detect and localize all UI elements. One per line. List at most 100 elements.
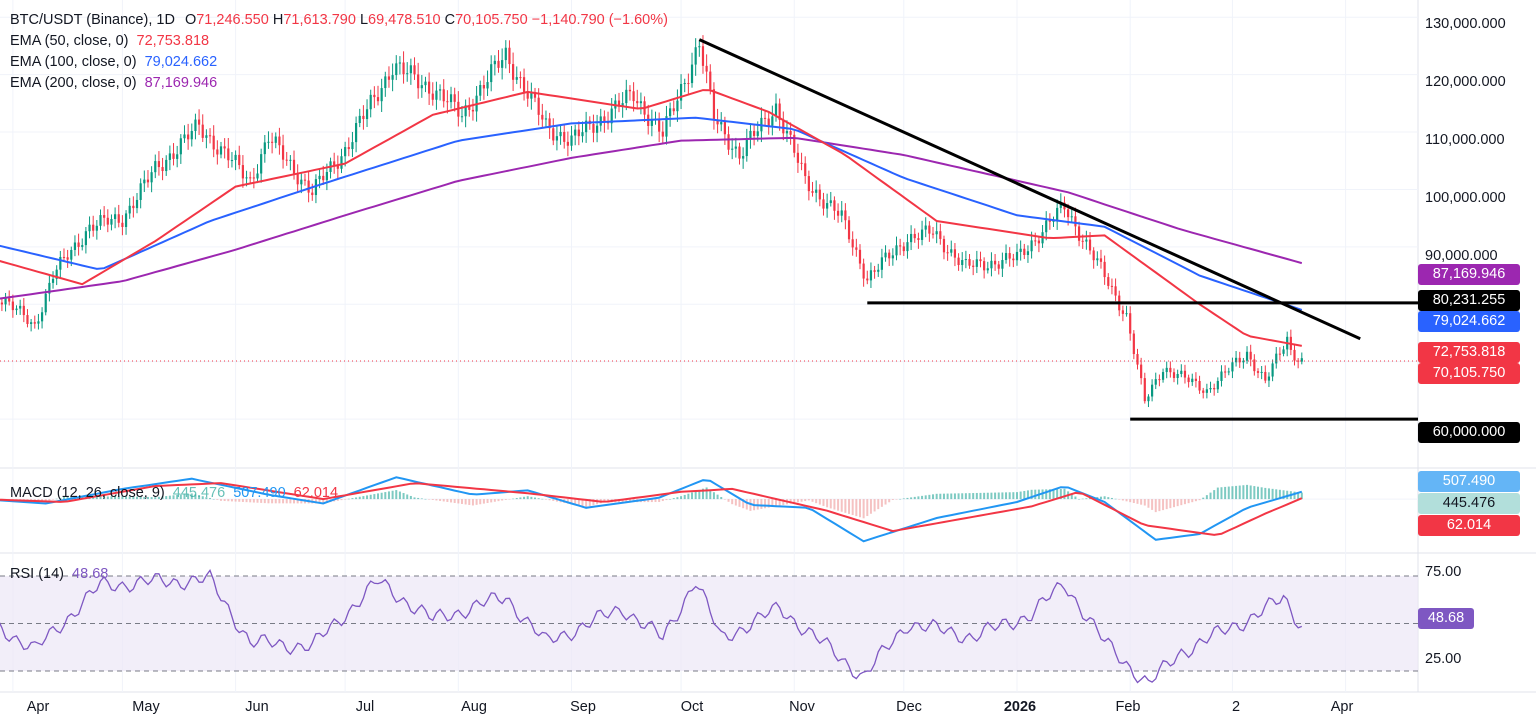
- macd-histogram-bar: [552, 499, 555, 501]
- macd-histogram-bar: [804, 499, 807, 502]
- candle-body: [59, 256, 62, 270]
- candle-body: [271, 141, 274, 143]
- candle-body: [723, 122, 726, 135]
- macd-histogram-bar: [1059, 488, 1062, 500]
- candle-body: [391, 75, 394, 80]
- macd-histogram-bar: [1224, 486, 1227, 500]
- ema50-legend[interactable]: EMA (50, close, 0) 72,753.818: [10, 31, 209, 52]
- macd-legend[interactable]: MACD (12, 26, close, 9) 445.476 507.490 …: [10, 483, 338, 504]
- candle-body: [194, 119, 197, 131]
- candle-body: [303, 179, 307, 181]
- macd-histogram-bar: [209, 498, 212, 500]
- macd-histogram-bar: [588, 499, 591, 507]
- candle: [533, 87, 537, 103]
- candle-body: [449, 94, 453, 103]
- candle-body: [1187, 377, 1190, 383]
- candle: [201, 114, 204, 143]
- candle-body: [983, 261, 986, 271]
- macd-histogram-bar: [48, 499, 51, 501]
- candle-body: [340, 156, 343, 169]
- candle-body: [351, 142, 354, 150]
- rsi-legend[interactable]: RSI (14) 48.68: [10, 564, 108, 585]
- candle-body: [669, 108, 672, 117]
- close-label: C: [444, 12, 456, 28]
- candle: [679, 74, 683, 110]
- candle: [384, 71, 387, 97]
- candle: [577, 121, 580, 146]
- candle: [563, 125, 566, 149]
- time-axis-label: 2: [1231, 699, 1241, 715]
- macd-histogram-bar: [103, 496, 106, 500]
- macd-histogram-bar: [731, 499, 734, 505]
- macd-histogram-bar: [694, 491, 697, 500]
- macd-histogram-bar: [1023, 490, 1026, 500]
- candle: [1202, 387, 1205, 399]
- candle-body: [866, 278, 869, 281]
- macd-histogram-value: 445.476: [172, 485, 226, 501]
- macd-histogram-bar: [1125, 499, 1128, 502]
- macd-histogram-bar: [829, 499, 832, 509]
- macd-histogram-bar: [223, 499, 226, 502]
- candle: [1253, 354, 1256, 376]
- macd-histogram-bar: [110, 496, 113, 500]
- candle-body: [234, 154, 237, 161]
- macd-histogram-bar: [219, 499, 222, 501]
- candle: [669, 102, 672, 127]
- candle-body: [106, 217, 109, 225]
- candle: [132, 196, 135, 218]
- macd-histogram-bar: [764, 499, 767, 509]
- candle: [968, 254, 971, 269]
- time-axis-label: Sep: [570, 699, 596, 715]
- candle-body: [1238, 357, 1241, 363]
- candle-body: [1275, 353, 1278, 364]
- macd-histogram-bar: [245, 499, 248, 503]
- candle-body: [442, 89, 445, 102]
- candle-body: [132, 205, 135, 209]
- macd-histogram-bar: [446, 499, 449, 502]
- candle: [869, 262, 873, 288]
- rsi-axis-upper: 75.00: [1425, 564, 1462, 580]
- macd-histogram-bar: [44, 499, 47, 502]
- candle: [906, 234, 909, 259]
- candle-body: [157, 161, 161, 168]
- candle-body: [406, 73, 409, 75]
- symbol-title[interactable]: BTC/USDT (Binance), 1D: [10, 12, 175, 28]
- candle-body: [354, 123, 358, 143]
- candle-body: [986, 268, 989, 271]
- macd-histogram-bar: [701, 488, 704, 500]
- candle-body: [424, 81, 427, 86]
- candle-body: [665, 116, 668, 137]
- candle: [1103, 255, 1106, 285]
- candle: [822, 192, 825, 216]
- ema200-legend[interactable]: EMA (200, close, 0) 87,169.946: [10, 73, 217, 94]
- candle-body: [1015, 251, 1019, 261]
- macd-histogram-bar: [497, 499, 500, 502]
- candle-body: [110, 219, 113, 225]
- macd-histogram-bar: [997, 492, 1000, 500]
- macd-histogram-bar: [541, 498, 544, 500]
- macd-histogram-bar: [1205, 495, 1208, 500]
- candle-body: [650, 120, 653, 126]
- candle-body: [906, 242, 909, 252]
- macd-histogram-bar: [621, 499, 624, 503]
- candle: [1300, 352, 1303, 365]
- macd-histogram-bar: [775, 499, 778, 507]
- candle-body: [223, 146, 226, 149]
- macd-histogram-bar: [1136, 499, 1139, 504]
- candle: [62, 248, 66, 261]
- candle-body: [1103, 261, 1106, 278]
- candle: [654, 111, 657, 125]
- candle-body: [139, 183, 142, 200]
- candle: [55, 265, 58, 286]
- macd-histogram-bar: [249, 499, 252, 503]
- macd-histogram-bar: [460, 499, 463, 504]
- macd-histogram-bar: [727, 499, 730, 502]
- low-label: L: [359, 12, 369, 28]
- macd-histogram-bar: [888, 499, 891, 503]
- candle: [227, 137, 230, 169]
- ema100-legend[interactable]: EMA (100, close, 0) 79,024.662: [10, 52, 217, 73]
- candle: [336, 155, 339, 179]
- candle-body: [1165, 367, 1168, 373]
- candle-body: [1282, 349, 1285, 354]
